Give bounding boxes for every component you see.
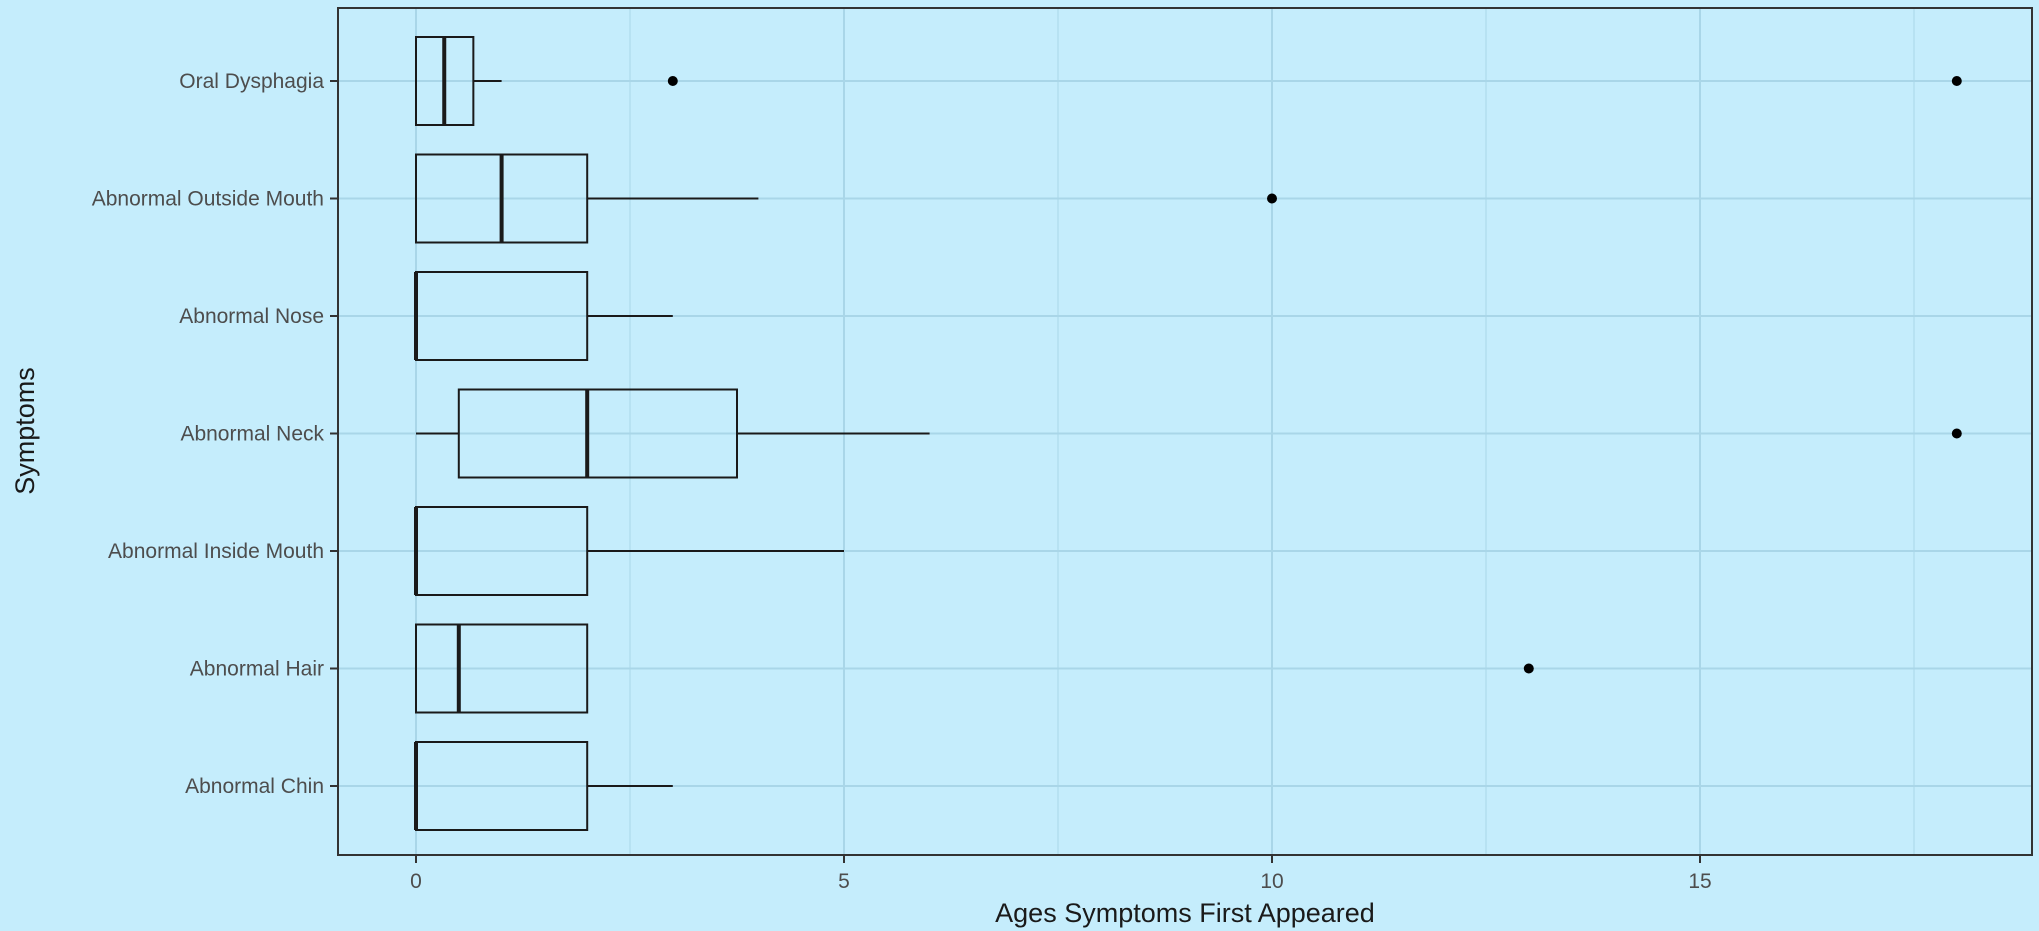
y-tick-label: Abnormal Hair	[190, 658, 324, 681]
x-tick-label: 10	[1260, 870, 1283, 893]
panel-border	[337, 7, 2033, 856]
y-tick-label: Oral Dysphagia	[179, 70, 324, 93]
x-tick-label: 0	[410, 870, 422, 893]
box-group	[414, 741, 673, 831]
y-tick-label: Abnormal Outside Mouth	[92, 188, 324, 211]
x-axis: 0 5 10 15	[410, 855, 1712, 893]
y-tick-label: Abnormal Inside Mouth	[108, 540, 324, 563]
y-axis-title: Symptoms	[10, 367, 40, 495]
outlier-point	[667, 76, 678, 86]
y-tick-label: Abnormal Chin	[185, 775, 324, 798]
outlier-point	[1951, 76, 1962, 86]
y-axis: Oral Dysphagia Abnormal Outside Mouth Abno…	[92, 70, 338, 798]
box-group	[415, 623, 1534, 714]
box-group	[415, 153, 1277, 244]
boxes	[414, 36, 1962, 831]
box-iqr	[457, 388, 738, 479]
x-tick-label: 15	[1688, 870, 1711, 893]
box-group	[414, 506, 844, 596]
grid-lines	[338, 8, 2032, 855]
outlier-point	[1267, 193, 1277, 204]
x-tick-label: 5	[838, 870, 850, 893]
outlier-point	[1951, 428, 1962, 439]
y-tick-label: Abnormal Nose	[179, 305, 324, 328]
x-axis-title: Ages Symptoms First Appeared	[995, 898, 1375, 928]
outlier-point	[1523, 663, 1534, 674]
box-iqr	[415, 623, 589, 714]
box-group	[416, 388, 1962, 479]
box-group	[414, 271, 673, 361]
box-group	[415, 36, 1962, 126]
y-tick-label: Abnormal Neck	[180, 423, 324, 446]
